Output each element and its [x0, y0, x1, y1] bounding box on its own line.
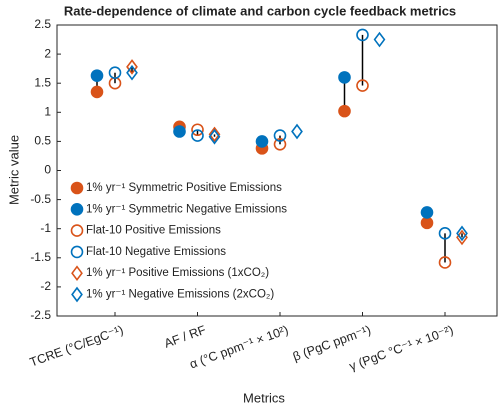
y-axis-label: Metric value — [6, 135, 21, 205]
marker — [208, 126, 221, 143]
legend-label: Flat-10 Positive Emissions — [86, 225, 221, 237]
x-tick-label: TCRE (°C/EgC⁻¹) — [28, 323, 125, 370]
legend-label: 1% yr⁻¹ Symmetric Positive Emissions — [86, 182, 282, 194]
legend-marker — [71, 265, 83, 282]
legend-label: 1% yr⁻¹ Positive Emissions (1xCO₂) — [86, 267, 269, 279]
legend-label: Flat-10 Negative Emissions — [86, 246, 226, 258]
marker — [108, 66, 122, 80]
marker — [356, 28, 369, 42]
legend-label: 1% yr⁻¹ Symmetric Negative Emissions — [86, 203, 287, 215]
y-tick-label: 1 — [44, 104, 51, 118]
marker — [173, 125, 186, 138]
marker — [456, 225, 468, 242]
y-tick-label: -2.5 — [30, 308, 51, 322]
y-tick-label: -1 — [40, 221, 51, 235]
marker — [338, 71, 351, 84]
marker — [273, 129, 287, 142]
legend-marker — [70, 224, 84, 237]
y-tick-label: 0.5 — [34, 134, 51, 148]
y-tick-label: 0 — [44, 163, 51, 177]
marker — [438, 256, 452, 269]
marker — [208, 128, 221, 145]
marker — [420, 206, 434, 219]
chart-title: Rate-dependence of climate and carbon cy… — [64, 3, 456, 18]
marker — [273, 138, 287, 151]
marker — [90, 69, 104, 82]
y-tick-label: -0.5 — [30, 192, 51, 206]
y-tick-label: -1.5 — [30, 250, 51, 264]
marker — [191, 123, 204, 137]
marker — [126, 59, 138, 75]
marker — [356, 79, 369, 92]
marker — [373, 31, 386, 48]
marker — [438, 227, 452, 240]
marker — [291, 123, 303, 140]
marker — [191, 129, 204, 142]
marker — [126, 64, 138, 81]
x-axis-label: Metrics — [243, 390, 285, 405]
marker — [420, 216, 434, 230]
legend-marker — [70, 203, 84, 216]
y-tick-label: 2.5 — [34, 17, 51, 31]
marker — [90, 85, 104, 99]
legend-label: 1% yr⁻¹ Negative Emissions (2xCO₂) — [86, 289, 274, 301]
legend-marker — [70, 181, 84, 195]
y-tick-label: 2 — [44, 46, 51, 60]
marker — [338, 104, 351, 118]
y-tick-label: -2 — [40, 279, 51, 293]
legend-marker — [71, 286, 83, 303]
legend-marker — [70, 245, 84, 259]
marker — [255, 135, 269, 148]
y-tick-label: 1.5 — [34, 75, 51, 89]
x-tick-label: AF / RF — [162, 323, 208, 351]
